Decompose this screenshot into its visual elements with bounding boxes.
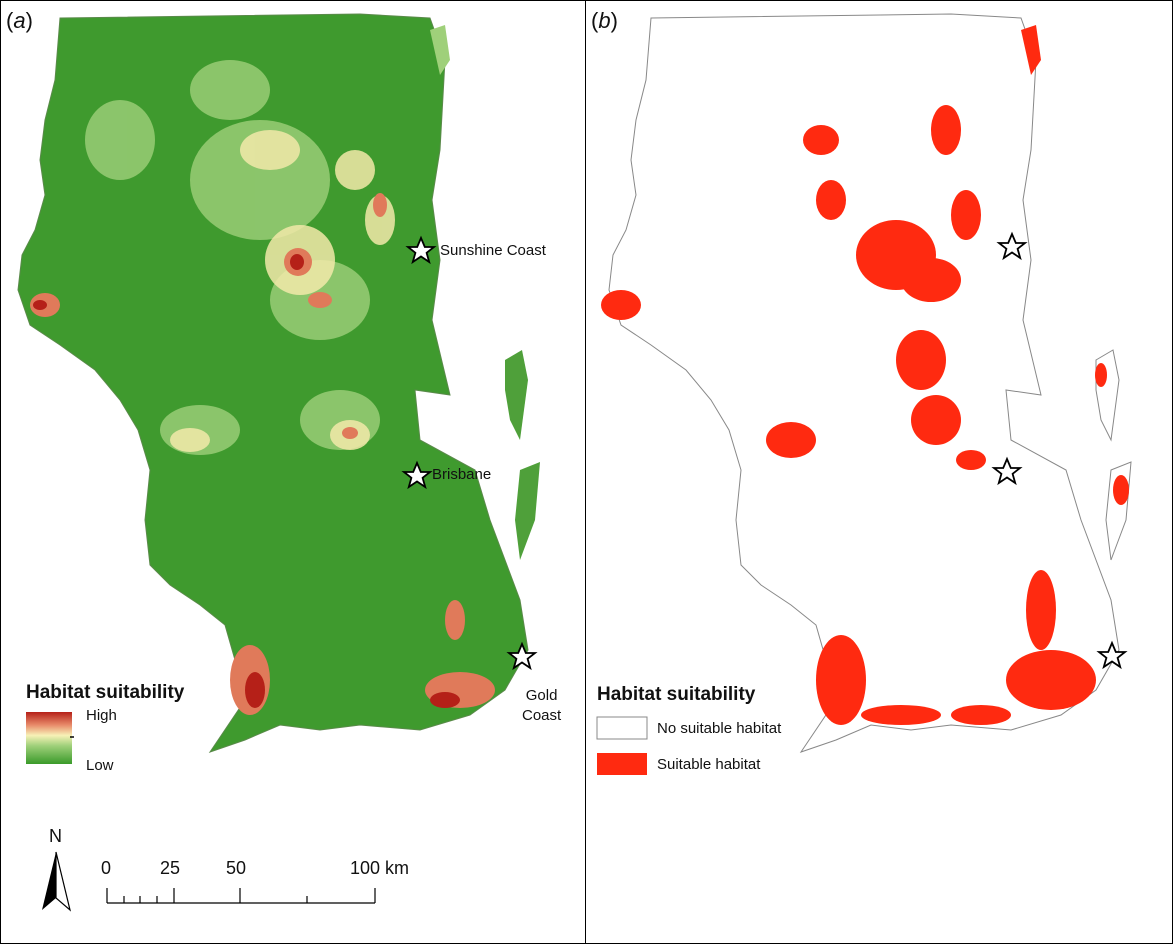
star-icon-sunshine-coast-b xyxy=(996,231,1028,261)
legend-gradient-a xyxy=(26,712,72,764)
scale-tick-50: 50 xyxy=(226,858,247,878)
star-icon-brisbane-a xyxy=(401,460,433,490)
map-a xyxy=(17,13,540,753)
map-b xyxy=(601,13,1132,753)
legend-high-label: High xyxy=(86,707,117,724)
star-icon-gold-coast-b xyxy=(1096,640,1128,670)
star-icon-brisbane-b xyxy=(991,456,1023,486)
legend-item-suitable: Suitable habitat xyxy=(657,756,761,773)
legend-title-a: Habitat suitability xyxy=(26,682,185,703)
legend-swatch-unsuitable xyxy=(596,716,648,740)
panel-label-b: (b) xyxy=(591,8,618,33)
panel-divider xyxy=(585,0,586,944)
scale-bar xyxy=(106,888,376,904)
scale-tick-100: 100 km xyxy=(350,858,410,878)
legend-low-label: Low xyxy=(86,757,114,774)
legend-item-unsuitable: No suitable habitat xyxy=(657,720,782,737)
legend-title-b: Habitat suitability xyxy=(597,684,756,705)
legend-swatch-suitable xyxy=(597,753,647,775)
north-arrow-icon xyxy=(42,851,72,912)
city-label-gold-coast: Gold Coast xyxy=(522,687,562,724)
north-label: N xyxy=(49,826,62,846)
star-icon-gold-coast-a xyxy=(506,641,538,671)
city-label-sunshine-coast: Sunshine Coast xyxy=(440,242,546,259)
scale-tick-25: 25 xyxy=(160,858,181,878)
panel-label-a: (a) xyxy=(6,8,33,33)
star-icon-sunshine-coast-a xyxy=(405,235,437,265)
city-label-brisbane: Brisbane xyxy=(432,466,492,483)
scale-tick-0: 0 xyxy=(101,858,112,878)
